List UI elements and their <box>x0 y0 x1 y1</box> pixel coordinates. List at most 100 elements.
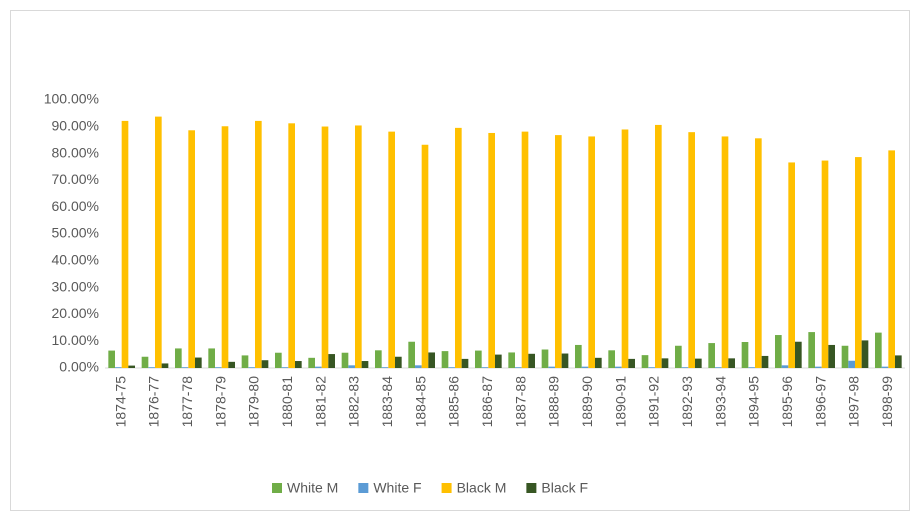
bar <box>855 157 862 368</box>
bar <box>208 348 215 368</box>
bar <box>748 367 755 368</box>
x-tick-label: 1883-84 <box>379 376 395 428</box>
y-tick-label: 60.00% <box>52 198 99 214</box>
bar <box>188 130 195 368</box>
x-tick-label: 1877-78 <box>179 376 195 428</box>
x-tick-label: 1892-93 <box>679 376 695 428</box>
bar <box>808 332 815 368</box>
bar <box>241 355 249 368</box>
bar <box>841 345 849 368</box>
bar <box>661 358 669 368</box>
bar <box>155 116 162 368</box>
bar <box>615 366 622 368</box>
x-tick-label: 1897-98 <box>846 376 862 428</box>
legend-swatch <box>272 483 282 493</box>
bar <box>541 349 549 368</box>
bar <box>728 358 735 368</box>
x-tick-label: 1894-95 <box>746 376 762 428</box>
bar <box>708 343 715 368</box>
bar <box>215 367 222 368</box>
bar <box>148 367 155 368</box>
bar <box>715 367 722 368</box>
y-tick-label: 70.00% <box>52 171 99 187</box>
bar <box>375 350 382 368</box>
bar <box>515 367 522 368</box>
bar <box>348 365 355 368</box>
bar <box>281 367 289 368</box>
bar <box>528 353 535 368</box>
bar <box>548 366 555 368</box>
bar <box>628 358 635 368</box>
x-tick-label: 1878-79 <box>212 376 228 428</box>
bar <box>581 366 589 368</box>
legend-label: Black F <box>541 480 588 496</box>
x-tick-label: 1891-92 <box>646 376 662 428</box>
bar <box>288 123 295 368</box>
bar <box>315 366 322 368</box>
x-tick-label: 1879-80 <box>246 376 262 428</box>
bar <box>775 335 782 368</box>
legend-label: White M <box>287 480 338 496</box>
bar <box>175 348 182 368</box>
x-tick-label: 1893-94 <box>712 376 728 428</box>
bar <box>821 160 829 368</box>
bar <box>408 341 415 368</box>
x-tick-label: 1882-83 <box>346 376 362 428</box>
x-tick-label: 1895-96 <box>779 376 795 428</box>
x-tick-label: 1876-77 <box>146 376 162 428</box>
bar <box>488 132 495 368</box>
y-tick-label: 0.00% <box>59 359 99 375</box>
bar <box>295 361 302 368</box>
y-tick-label: 20.00% <box>52 305 99 321</box>
bar <box>475 350 482 368</box>
bar <box>621 129 629 368</box>
bar <box>428 352 435 368</box>
bar <box>461 358 469 368</box>
bar <box>781 365 789 368</box>
bar <box>108 350 115 368</box>
bar <box>395 356 402 368</box>
x-tick-label: 1888-89 <box>546 376 562 428</box>
bar <box>641 355 649 368</box>
bar <box>648 367 655 368</box>
bar <box>861 340 869 368</box>
bar <box>795 341 802 368</box>
bar <box>675 345 682 368</box>
bar <box>561 353 569 368</box>
bar <box>261 360 269 368</box>
y-tick-label: 10.00% <box>52 332 99 348</box>
bar <box>415 365 422 368</box>
bar <box>115 367 122 368</box>
bar <box>895 355 902 368</box>
x-tick-label: 1881-82 <box>312 376 328 428</box>
y-tick-label: 30.00% <box>52 278 99 294</box>
bar <box>275 352 282 368</box>
bar <box>741 342 749 368</box>
bar <box>595 357 602 368</box>
legend-label: White F <box>373 480 421 496</box>
bar <box>815 366 822 368</box>
bar <box>161 363 169 368</box>
bar <box>695 358 702 368</box>
bar <box>381 367 389 368</box>
bar <box>195 357 202 368</box>
bar <box>588 136 595 368</box>
bar <box>228 361 235 368</box>
bar <box>555 135 562 368</box>
bar <box>755 138 762 368</box>
x-tick-label: 1884-85 <box>412 376 428 428</box>
x-tick-label: 1889-90 <box>579 376 595 428</box>
x-tick-label: 1896-97 <box>812 376 828 428</box>
bar <box>875 332 882 368</box>
bar <box>495 354 502 368</box>
bar <box>321 126 329 368</box>
legend-swatch <box>441 483 452 493</box>
y-tick-label: 90.00% <box>52 118 99 134</box>
bar <box>848 360 855 368</box>
bar <box>441 351 449 368</box>
bar <box>141 356 149 368</box>
bar <box>575 344 582 368</box>
bar <box>328 354 335 368</box>
bar <box>721 136 729 368</box>
